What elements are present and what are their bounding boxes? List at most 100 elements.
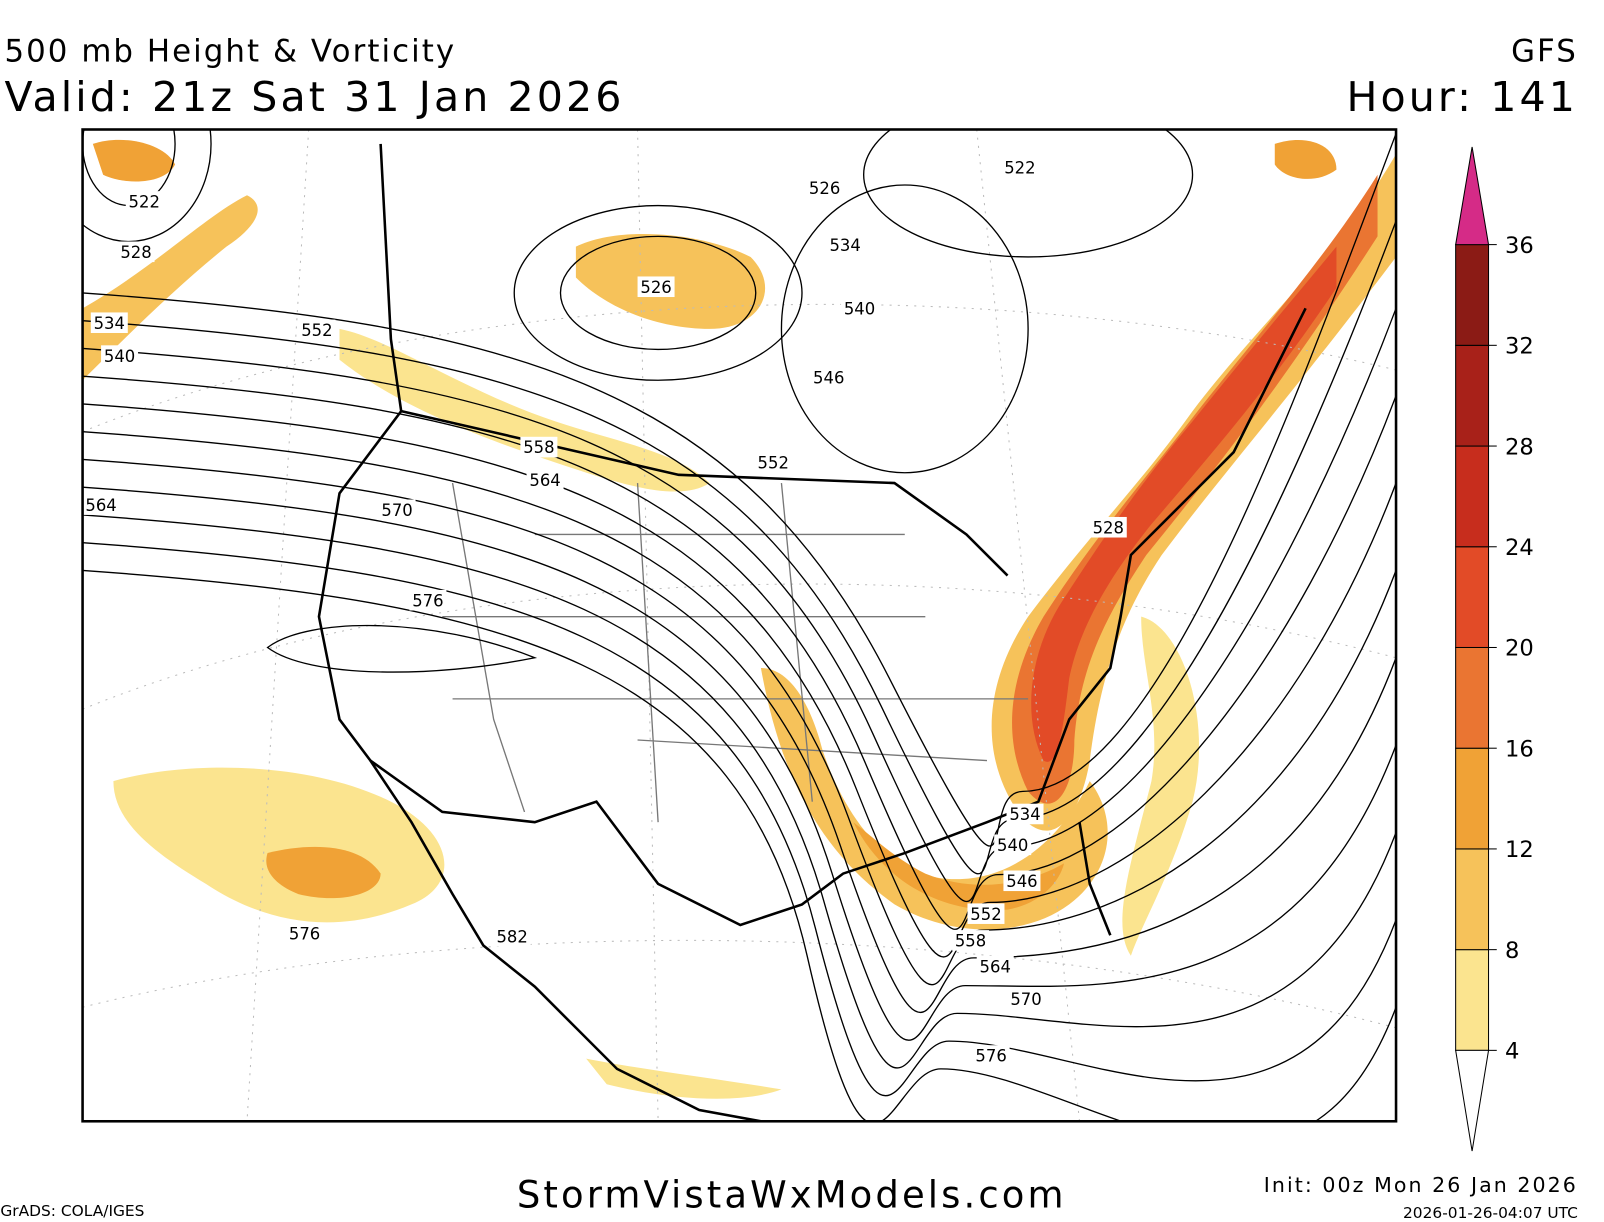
colorbar-tick-label: 36 bbox=[1505, 233, 1534, 259]
contour-label: 522 bbox=[1004, 159, 1035, 178]
contour-label: 534 bbox=[94, 314, 125, 333]
contour-label: 576 bbox=[975, 1047, 1006, 1066]
label-box bbox=[286, 922, 324, 944]
label-box bbox=[637, 276, 675, 298]
colorbar-tick-label: 12 bbox=[1505, 837, 1534, 863]
map: 522 528 534 540 552 526 526 534 540 546 522 558 564 5… bbox=[82, 129, 1397, 1122]
height-contour bbox=[82, 514, 1397, 1069]
contour-label: 564 bbox=[980, 957, 1011, 976]
label-box bbox=[1006, 803, 1044, 825]
title: 500 mb Height & Vorticity bbox=[4, 34, 456, 70]
label-box bbox=[125, 191, 163, 212]
colorbar-under bbox=[1455, 1049, 1490, 1152]
height-contour bbox=[82, 430, 1397, 986]
colorbar-segment bbox=[1455, 344, 1490, 447]
label-box bbox=[1003, 870, 1041, 892]
colorbar-tick-label: 16 bbox=[1505, 736, 1534, 762]
colorbar-over bbox=[1455, 146, 1490, 246]
contour-label: 526 bbox=[640, 278, 671, 297]
model-name: GFS bbox=[1511, 34, 1578, 70]
colorbar-tick-label: 32 bbox=[1505, 334, 1534, 360]
site-name: StormVistaWxModels.com bbox=[517, 1174, 1067, 1217]
contour-label: 552 bbox=[970, 905, 1001, 924]
label-box bbox=[90, 312, 128, 333]
colorbar-segment bbox=[1455, 747, 1490, 850]
label-box bbox=[952, 930, 990, 951]
colorbar-tick-label: 24 bbox=[1505, 535, 1534, 561]
label-box bbox=[1007, 988, 1045, 1010]
label-box bbox=[526, 469, 564, 491]
forecast-hour: Hour: 141 bbox=[1347, 73, 1578, 121]
contour-label: 564 bbox=[529, 471, 560, 490]
colorbar-segment bbox=[1455, 244, 1490, 346]
colorbar-tick-label: 8 bbox=[1505, 938, 1519, 964]
height-contour bbox=[266, 624, 538, 673]
contour-label: 540 bbox=[844, 299, 875, 318]
contour-label: 552 bbox=[758, 454, 789, 473]
contour-label: 526 bbox=[809, 179, 840, 198]
contour-label: 552 bbox=[301, 321, 332, 340]
label-box bbox=[841, 298, 879, 319]
height-contour bbox=[82, 458, 1397, 1014]
contour-label: 576 bbox=[289, 924, 320, 943]
label-box bbox=[1089, 516, 1127, 538]
contour-label: 546 bbox=[1006, 872, 1037, 891]
label-box bbox=[378, 499, 416, 521]
contour-label: 540 bbox=[104, 347, 135, 366]
contour-label: 570 bbox=[381, 501, 412, 520]
label-box bbox=[101, 345, 139, 366]
height-contour bbox=[82, 133, 1397, 847]
label-box bbox=[810, 366, 848, 388]
contour-label: 528 bbox=[1093, 518, 1124, 537]
height-contour bbox=[82, 541, 1397, 1097]
label-box bbox=[82, 494, 120, 515]
label-box bbox=[972, 1045, 1010, 1066]
colorbar: 4 8 12 16 20 24 28 32 36 bbox=[1455, 146, 1534, 1152]
map-frame bbox=[81, 128, 1398, 1123]
height-contour bbox=[780, 184, 1029, 474]
colorbar-tick-label: 4 bbox=[1505, 1039, 1519, 1065]
height-contour bbox=[559, 235, 757, 351]
contour-label: 534 bbox=[829, 236, 860, 255]
height-contour bbox=[82, 569, 1397, 1122]
contour-label: 558 bbox=[523, 438, 554, 457]
label-box bbox=[1001, 157, 1039, 178]
timestamp: 2026-01-26-04:07 UTC bbox=[1403, 1204, 1578, 1222]
contour-label: 528 bbox=[120, 243, 151, 262]
label-box bbox=[298, 319, 336, 341]
contour-label: 540 bbox=[997, 836, 1028, 855]
contour-label: 546 bbox=[813, 368, 844, 387]
colorbar-tick-label: 20 bbox=[1505, 636, 1534, 662]
height-contour bbox=[863, 129, 1194, 258]
colorbar-tick-label: 28 bbox=[1505, 434, 1534, 460]
height-contour bbox=[82, 308, 1397, 903]
colorbar-segment bbox=[1455, 949, 1490, 1051]
label-box bbox=[493, 926, 531, 947]
contour-label: 582 bbox=[496, 927, 527, 946]
contour-label: 534 bbox=[1009, 805, 1040, 824]
contour-label: 522 bbox=[129, 193, 160, 212]
colorbar-segment bbox=[1455, 646, 1490, 749]
contour-label: 564 bbox=[85, 496, 116, 515]
height-contour bbox=[82, 486, 1397, 1041]
valid-time: Valid: 21z Sat 31 Jan 2026 bbox=[4, 73, 624, 121]
colorbar-segment bbox=[1455, 445, 1490, 548]
credit: GrADS: COLA/IGES bbox=[0, 1202, 144, 1220]
label-box bbox=[806, 177, 844, 199]
label-box bbox=[520, 436, 558, 458]
colorbar-segment bbox=[1455, 848, 1490, 951]
label-box bbox=[994, 834, 1032, 856]
height-contour bbox=[82, 220, 1397, 875]
label-box bbox=[976, 955, 1014, 977]
colorbar-segment bbox=[1455, 546, 1490, 648]
label-box bbox=[826, 234, 864, 255]
init-time: Init: 00z Mon 26 Jan 2026 bbox=[1264, 1173, 1578, 1197]
contour-label: 570 bbox=[1010, 990, 1041, 1009]
contour-label: 558 bbox=[955, 932, 986, 951]
height-contour bbox=[513, 204, 803, 381]
contour-label: 576 bbox=[412, 591, 443, 610]
label-box bbox=[409, 589, 447, 611]
label-box bbox=[967, 903, 1005, 924]
label-box bbox=[754, 452, 792, 473]
